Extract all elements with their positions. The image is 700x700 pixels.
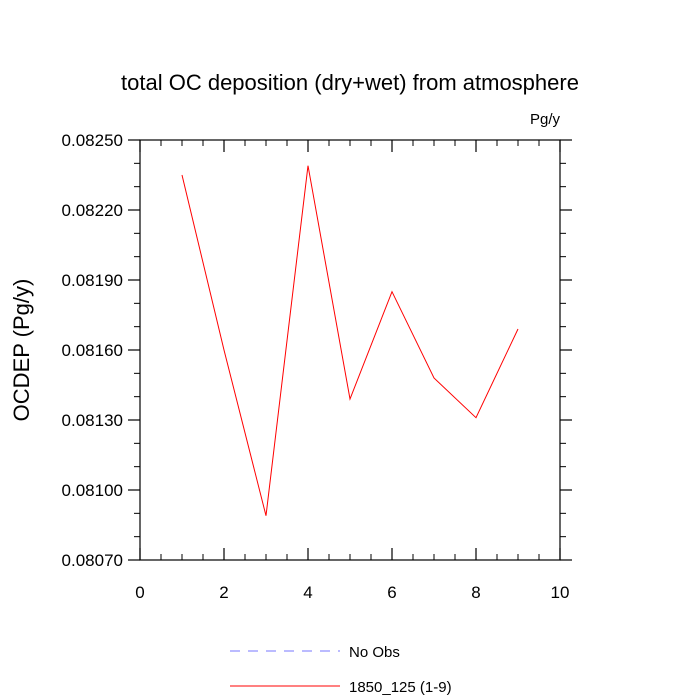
y-tick-label: 0.08160 [62, 341, 123, 360]
y-tick-label: 0.08250 [62, 131, 123, 150]
y-tick-label: 0.08220 [62, 201, 123, 220]
plot-frame [139, 139, 561, 561]
x-tick-label: 6 [387, 583, 396, 602]
x-tick-label: 8 [471, 583, 480, 602]
y-tick-label: 0.08100 [62, 481, 123, 500]
y-tick-label: 0.08190 [62, 271, 123, 290]
axis-ticks: 0 2 4 6 8 10 0.08250 0.08220 0.08190 0.08160 0.081… [62, 131, 572, 602]
legend-label: No Obs [349, 644, 400, 661]
series-line-0 [181, 165, 519, 516]
units-label: Pg/y [530, 111, 561, 128]
y-axis-label: OCDEP (Pg/y) [9, 279, 34, 422]
series-group [181, 165, 519, 516]
y-tick-label: 0.08070 [62, 551, 123, 570]
chart-title: total OC deposition (dry+wet) from atmos… [121, 70, 579, 95]
y-tick-label: 0.08130 [62, 411, 123, 430]
x-tick-label: 0 [135, 583, 144, 602]
legend: No Obs 1850_125 (1-9) [230, 644, 452, 696]
x-tick-label: 4 [303, 583, 312, 602]
x-tick-label: 2 [219, 583, 228, 602]
x-tick-label: 10 [551, 583, 570, 602]
legend-label: 1850_125 (1-9) [349, 679, 452, 696]
